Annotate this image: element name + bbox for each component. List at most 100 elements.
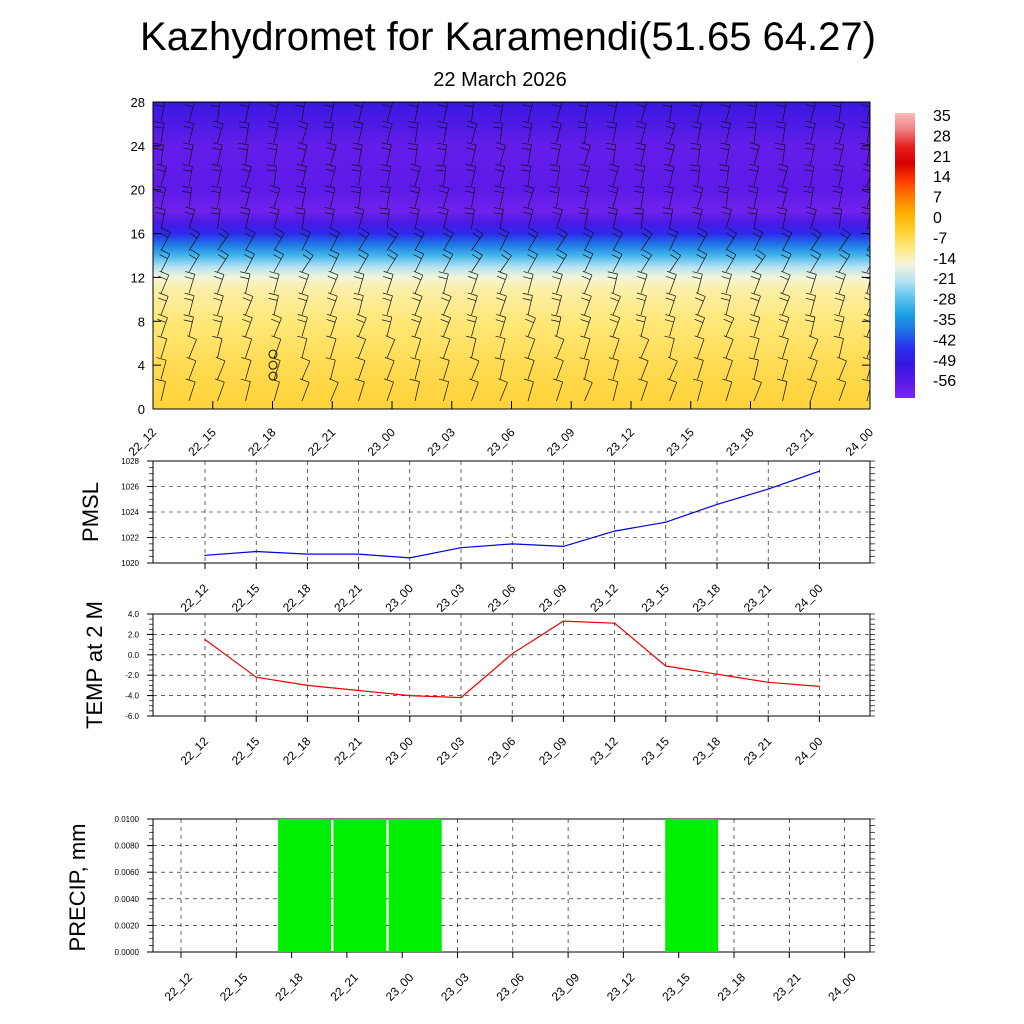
wind-barb-flag xyxy=(387,232,396,239)
wind-barb-flag xyxy=(721,271,732,275)
wind-barb xyxy=(777,378,788,402)
wind-barb-staff xyxy=(273,360,281,380)
wind-barb xyxy=(326,335,337,359)
wind-barb-flag xyxy=(464,212,474,215)
wind-barb xyxy=(718,186,729,208)
wind-barb xyxy=(358,249,369,273)
wind-barb-staff xyxy=(838,295,846,316)
wind-barb-flag xyxy=(666,275,675,280)
wind-barb-flag xyxy=(664,147,674,151)
wind-barb xyxy=(269,271,280,294)
wind-barb-flag xyxy=(438,276,448,280)
wind-barb-staff xyxy=(584,253,594,273)
wind-barb xyxy=(749,142,760,165)
wind-barb-flag xyxy=(210,212,220,215)
wind-barb-flag xyxy=(323,126,333,129)
wind-barb-flag xyxy=(355,318,365,324)
wind-barb-flag xyxy=(834,314,845,318)
wind-barb xyxy=(579,357,590,380)
wind-barb-flag xyxy=(746,121,757,124)
wind-barb-flag xyxy=(271,318,280,323)
wind-barb-flag xyxy=(748,168,758,172)
x-tick-label: 24_00 xyxy=(792,734,826,768)
wind-barb-flag xyxy=(609,163,619,168)
wind-barb-flag xyxy=(295,185,306,189)
wind-barb-staff xyxy=(499,338,506,359)
wind-barb xyxy=(725,227,737,251)
profile-y-tick-label: 16 xyxy=(131,227,145,242)
wind-barb-flag xyxy=(295,212,305,215)
wind-barb-staff xyxy=(443,296,452,316)
wind-barb xyxy=(805,120,816,144)
wind-barb xyxy=(608,163,620,187)
wind-barb xyxy=(356,335,366,359)
wind-barb xyxy=(692,185,704,208)
wind-barb-staff xyxy=(471,123,478,144)
wind-barb xyxy=(524,357,535,380)
wind-barb-staff xyxy=(273,339,282,359)
wind-barb xyxy=(664,335,675,359)
wind-barb-flag xyxy=(183,319,193,323)
wind-barb-flag xyxy=(551,120,562,124)
wind-barb-flag xyxy=(860,148,870,150)
y-tick-label: 0.0100 xyxy=(115,815,140,824)
wind-barb-flag xyxy=(154,104,164,108)
wind-barb-flag xyxy=(156,185,166,189)
wind-barb-flag xyxy=(354,206,365,211)
wind-barb xyxy=(240,378,251,402)
wind-barb-staff xyxy=(669,317,676,337)
wind-barb-flag xyxy=(496,275,506,280)
wind-barb xyxy=(636,271,648,294)
wind-barb xyxy=(777,185,788,208)
wind-barb-flag xyxy=(381,142,392,146)
wind-barb-flag xyxy=(183,314,194,318)
wind-barb-flag xyxy=(465,164,476,167)
wind-barb-staff xyxy=(527,295,533,316)
wind-barb-flag xyxy=(551,292,562,297)
wind-barb-staff xyxy=(640,381,648,402)
wind-barb-flag xyxy=(269,276,278,280)
wind-barb-flag xyxy=(379,212,389,215)
wind-barb-flag xyxy=(353,211,363,215)
wind-barb-flag xyxy=(550,164,561,167)
wind-barb-staff xyxy=(217,102,221,122)
wind-barb-flag xyxy=(324,207,335,210)
wind-barb-staff xyxy=(188,339,197,359)
wind-barb-flag xyxy=(579,357,590,361)
y-tick-label: 0.0000 xyxy=(115,948,140,957)
wind-barb xyxy=(725,249,737,273)
wind-barb xyxy=(464,102,475,122)
wind-barb xyxy=(156,357,167,380)
wind-barb xyxy=(411,335,422,359)
wind-barb-flag xyxy=(326,319,336,323)
wind-barb-staff xyxy=(669,209,673,230)
wind-barb-flag xyxy=(550,142,561,146)
wind-barb-staff xyxy=(499,187,505,208)
wind-barb-staff xyxy=(273,209,280,230)
wind-barb-staff xyxy=(838,145,845,165)
wind-barb-flag xyxy=(832,100,842,101)
wind-barb-staff xyxy=(245,123,250,144)
wind-barb-staff xyxy=(584,382,593,402)
wind-barb-staff xyxy=(753,382,762,402)
wind-barb-staff xyxy=(725,274,732,294)
wind-barb-flag xyxy=(522,292,533,296)
wind-barb-flag xyxy=(810,232,819,239)
data-point xyxy=(665,665,667,667)
profile-x-tick-label: 23_12 xyxy=(604,425,638,459)
wind-barb xyxy=(523,378,534,402)
wind-barb xyxy=(213,271,225,294)
wind-barb xyxy=(578,207,589,230)
x-tick-label: 23_03 xyxy=(434,734,468,768)
wind-barb-flag xyxy=(213,292,224,297)
wind-barb-staff xyxy=(782,232,793,251)
y-tick-label: 0.0060 xyxy=(115,868,140,877)
wind-barb xyxy=(438,102,449,122)
wind-barb-flag xyxy=(831,207,842,210)
wind-barb-flag xyxy=(722,357,733,361)
wind-barb-flag xyxy=(156,168,166,172)
wind-barb xyxy=(324,102,335,122)
data-point xyxy=(306,553,308,555)
wind-barb-staff xyxy=(584,338,591,359)
